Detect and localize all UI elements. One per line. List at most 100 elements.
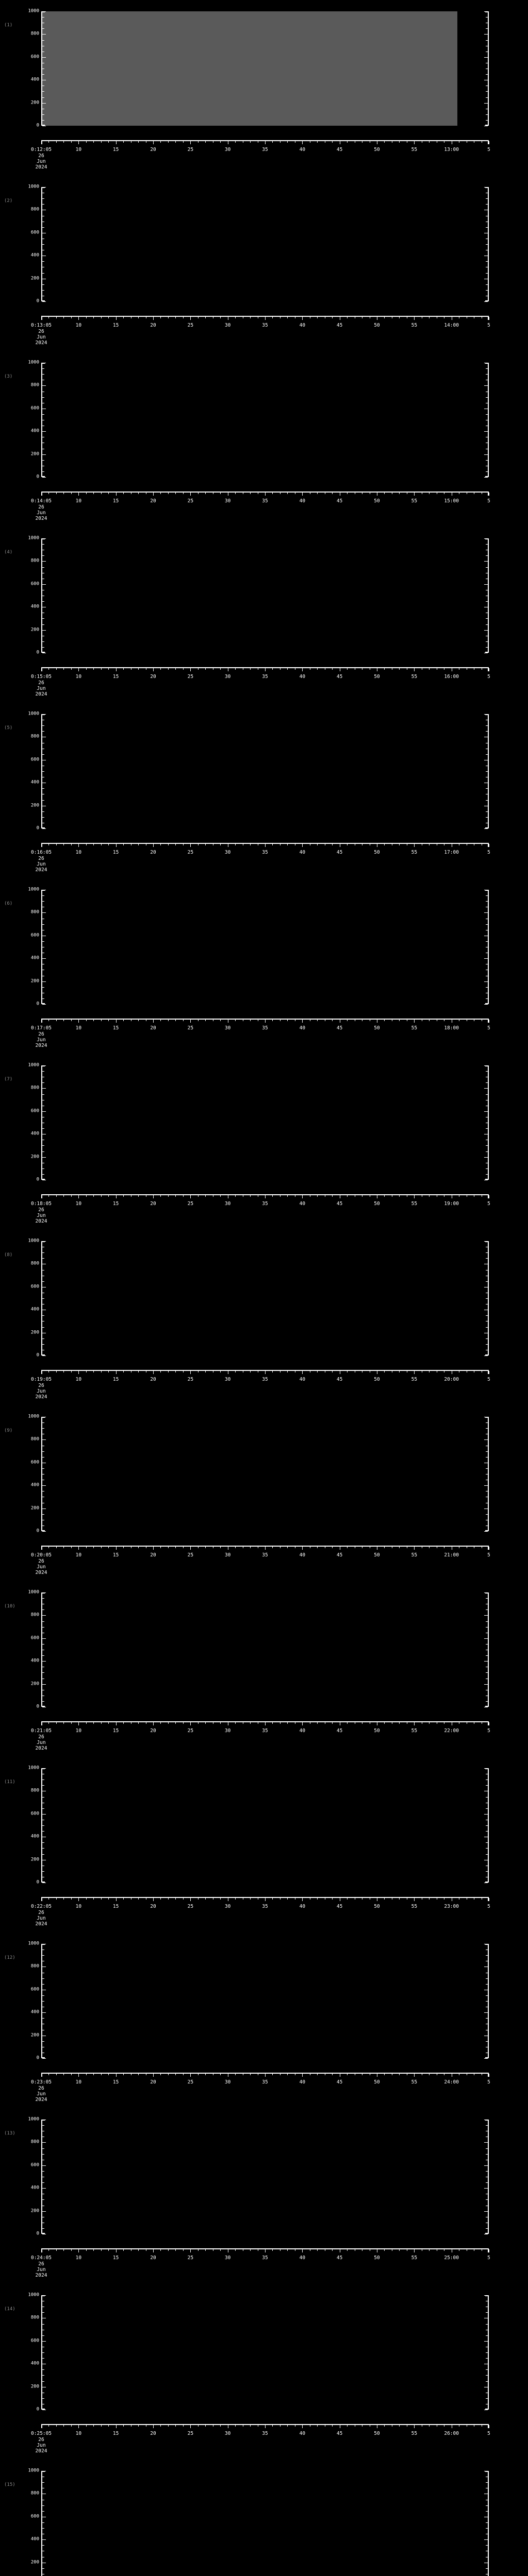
x-tick-minor	[71, 2249, 72, 2251]
x-tick-label: 40	[299, 1728, 306, 1734]
x-tick-minor	[168, 1195, 169, 1197]
x-tick-label: 45	[336, 1025, 343, 1031]
x-tick-minor	[123, 1020, 124, 1021]
x-tick-minor	[138, 1195, 139, 1197]
y-tick-right-major	[484, 1485, 488, 1486]
x-tick-minor	[108, 1195, 109, 1197]
x-tick-minor	[63, 2425, 64, 2427]
y-tick-label: 800	[30, 1261, 39, 1266]
x-tick-minor	[108, 668, 109, 670]
y-axis-left-spine	[41, 1944, 46, 2059]
x-tick-label: 55	[411, 2255, 418, 2261]
y-tick-label: 800	[30, 207, 39, 212]
date-line-2: Jun	[37, 686, 46, 691]
x-tick-major	[153, 844, 154, 847]
y-tick-right-minor	[486, 800, 488, 801]
y-axis-cap-bottom	[41, 2233, 45, 2234]
x-tick-minor	[183, 493, 184, 494]
panel-7: (7)Frequency (Hz)020040060080010000:18:0…	[0, 1054, 528, 1230]
y-tick-minor	[42, 1451, 44, 1452]
x-tick-major	[116, 2074, 117, 2077]
x-tick-major	[302, 2425, 303, 2428]
x-axis-date-stack: 26 Jun 2024	[10, 1207, 72, 1224]
y-tick-minor	[42, 1626, 44, 1628]
x-tick-label: 25	[187, 2431, 194, 2436]
y-axis-cap-bottom	[41, 1179, 45, 1180]
x-tick-minor	[168, 141, 169, 143]
y-tick-minor	[42, 1842, 44, 1843]
y-tick-right-minor	[486, 2369, 488, 2370]
y-tick-minor	[42, 1474, 44, 1475]
x-tick-major	[302, 2074, 303, 2077]
date-line-3: 2024	[35, 1745, 47, 1751]
y-tick-minor	[42, 97, 44, 98]
y-tick-major	[42, 1485, 46, 1486]
y-tick-major	[42, 1592, 46, 1593]
x-axis-tick-labels: 0:16:05 10 15 20 25 30 35 40 45 50 55 17:00 5	[0, 850, 528, 857]
x-tick-label: 5	[487, 1728, 490, 1734]
x-axis-cap-right	[488, 843, 489, 847]
x-tick-minor	[220, 493, 221, 494]
y-axis-cap-bottom	[41, 125, 45, 126]
x-tick-minor	[317, 668, 318, 670]
x-tick-label: 30	[224, 2431, 231, 2436]
x-tick-minor	[108, 2425, 109, 2427]
x-tick-minor	[317, 1722, 318, 1724]
x-tick-major	[414, 1547, 415, 1550]
x-tick-minor	[93, 844, 94, 845]
x-axis-tick-labels: 0:23:05 10 15 20 25 30 35 40 45 50 55 24:00 5	[0, 2080, 528, 2087]
x-tick-label: 30	[224, 1025, 231, 1031]
x-tick-minor	[235, 1371, 236, 1372]
y-tick-minor	[42, 460, 44, 461]
y-tick-right-minor	[486, 1298, 488, 1299]
x-tick-minor	[138, 1371, 139, 1372]
y-tick-minor	[42, 1491, 44, 1492]
y-tick-right-minor	[486, 811, 488, 812]
y-axis-left-spine	[41, 890, 46, 1005]
date-line-3: 2024	[35, 164, 47, 170]
x-tick-minor	[48, 2074, 50, 2075]
x-tick-major	[302, 844, 303, 847]
y-axis-right-cap-top	[485, 2295, 489, 2296]
x-tick-label: 45	[336, 147, 343, 152]
y-tick-minor	[42, 290, 44, 291]
y-axis-left-spine	[41, 2471, 46, 2576]
x-tick-label: 30	[224, 323, 231, 328]
x-axis-cap-left	[41, 2248, 42, 2252]
x-axis-cap-left	[41, 1019, 42, 1023]
y-tick-minor	[42, 1701, 44, 1702]
x-tick-minor	[399, 844, 400, 845]
y-tick-minor	[42, 1797, 44, 1798]
x-tick-minor	[183, 141, 184, 143]
x-tick-minor	[123, 2425, 124, 2427]
x-tick-label: 0:15:05	[30, 674, 52, 680]
x-tick-minor	[63, 493, 64, 494]
x-tick-minor	[71, 493, 72, 494]
x-tick-major	[302, 1547, 303, 1550]
x-tick-minor	[317, 2425, 318, 2427]
y-tick-right-major	[484, 2295, 488, 2296]
y-tick-minor	[42, 1428, 44, 1429]
x-tick-minor	[429, 1898, 430, 1900]
x-tick-label: 25	[187, 323, 194, 328]
x-tick-major	[414, 1020, 415, 1023]
y-tick-right-major	[484, 584, 488, 585]
x-tick-minor	[138, 1020, 139, 1021]
x-tick-minor	[101, 317, 102, 318]
x-tick-minor	[317, 1371, 318, 1372]
x-tick-major	[153, 2425, 154, 2428]
y-tick-right-minor	[486, 1456, 488, 1458]
x-tick-minor	[86, 1371, 87, 1372]
y-tick-right-major	[484, 2142, 488, 2143]
x-tick-minor	[220, 1547, 221, 1548]
x-tick-minor	[250, 1195, 251, 1197]
y-tick-right-major	[484, 385, 488, 386]
x-tick-label: 50	[374, 1201, 380, 1207]
y-tick-label: 0	[36, 2231, 39, 2236]
y-tick-major	[42, 301, 46, 302]
